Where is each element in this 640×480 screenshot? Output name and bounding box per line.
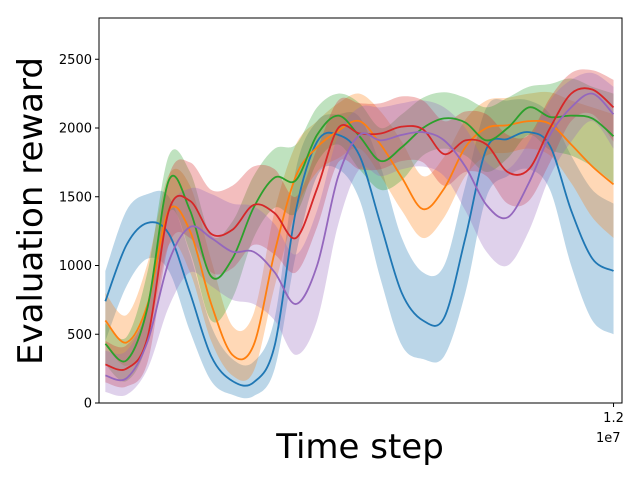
y-axis-label: Evaluation reward xyxy=(11,57,51,365)
y-tick-label: 1000 xyxy=(59,259,92,274)
x-axis-ticks: 1.2 xyxy=(603,403,624,426)
y-axis-ticks: 0 500 1000 1500 2000 2500 xyxy=(59,53,99,412)
y-tick-label: 2500 xyxy=(59,53,92,68)
y-tick-label: 2000 xyxy=(59,122,92,137)
series-3-band xyxy=(105,78,614,382)
series-lines xyxy=(104,87,615,387)
y-tick-label: 1500 xyxy=(59,190,92,205)
series-1-line xyxy=(104,131,614,387)
x-offset-label: 1e7 xyxy=(596,431,621,446)
series-5-line xyxy=(105,92,615,382)
plot-frame xyxy=(98,17,623,404)
x-axis-label: Time step xyxy=(275,427,444,467)
series-2-line xyxy=(104,119,615,361)
x-tick-label: 1.2 xyxy=(603,411,624,426)
series-4-line xyxy=(105,87,615,371)
y-tick-label: 0 xyxy=(84,397,92,412)
series-1-band xyxy=(105,99,614,399)
series-2-band xyxy=(105,91,614,381)
y-tick-label: 500 xyxy=(67,328,92,343)
